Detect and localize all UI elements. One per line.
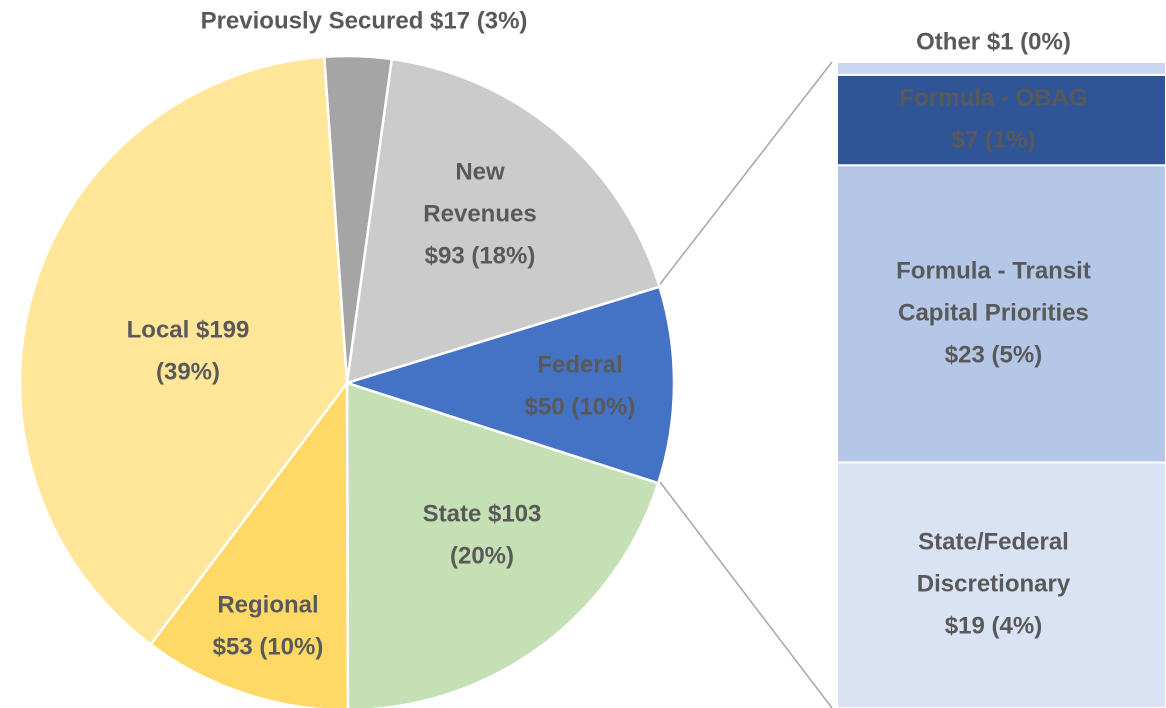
- data-label: New: [455, 158, 505, 185]
- data-label: Revenues: [423, 200, 536, 227]
- data-label: $53 (10%): [213, 633, 324, 660]
- bar-segment: [836, 164, 1166, 464]
- bar-segment: [836, 61, 1166, 76]
- connector-line: [656, 61, 833, 289]
- bar-segment: [836, 461, 1166, 708]
- data-label: $7 (1%): [951, 126, 1035, 153]
- data-label: $50 (10%): [525, 393, 636, 420]
- pie-slice: [148, 379, 350, 708]
- data-label: Previously Secured $17 (3%): [201, 7, 528, 34]
- data-label: State/Federal: [918, 529, 1069, 556]
- pie-slice: [342, 285, 676, 485]
- data-label: Other $1 (0%): [916, 28, 1071, 55]
- pie-slice: [18, 55, 349, 647]
- data-label: (39%): [156, 358, 220, 385]
- data-label: $93 (18%): [425, 242, 536, 269]
- pie-slice: [345, 381, 660, 708]
- data-label: (20%): [450, 542, 514, 569]
- data-label: $19 (4%): [945, 613, 1042, 640]
- data-label: Discretionary: [917, 571, 1071, 598]
- connector-line: [659, 481, 833, 708]
- data-label: $23 (5%): [945, 341, 1042, 368]
- data-label: Formula - Transit: [896, 257, 1091, 284]
- data-label: Local $199: [127, 316, 250, 343]
- data-label: State $103: [423, 500, 542, 527]
- data-label: Formula - OBAG: [899, 84, 1087, 111]
- bar-segment: [836, 73, 1166, 167]
- data-label: Capital Priorities: [898, 299, 1089, 326]
- data-label: Regional: [217, 591, 318, 618]
- pie-slice: [345, 57, 662, 385]
- data-label: Federal: [537, 351, 622, 378]
